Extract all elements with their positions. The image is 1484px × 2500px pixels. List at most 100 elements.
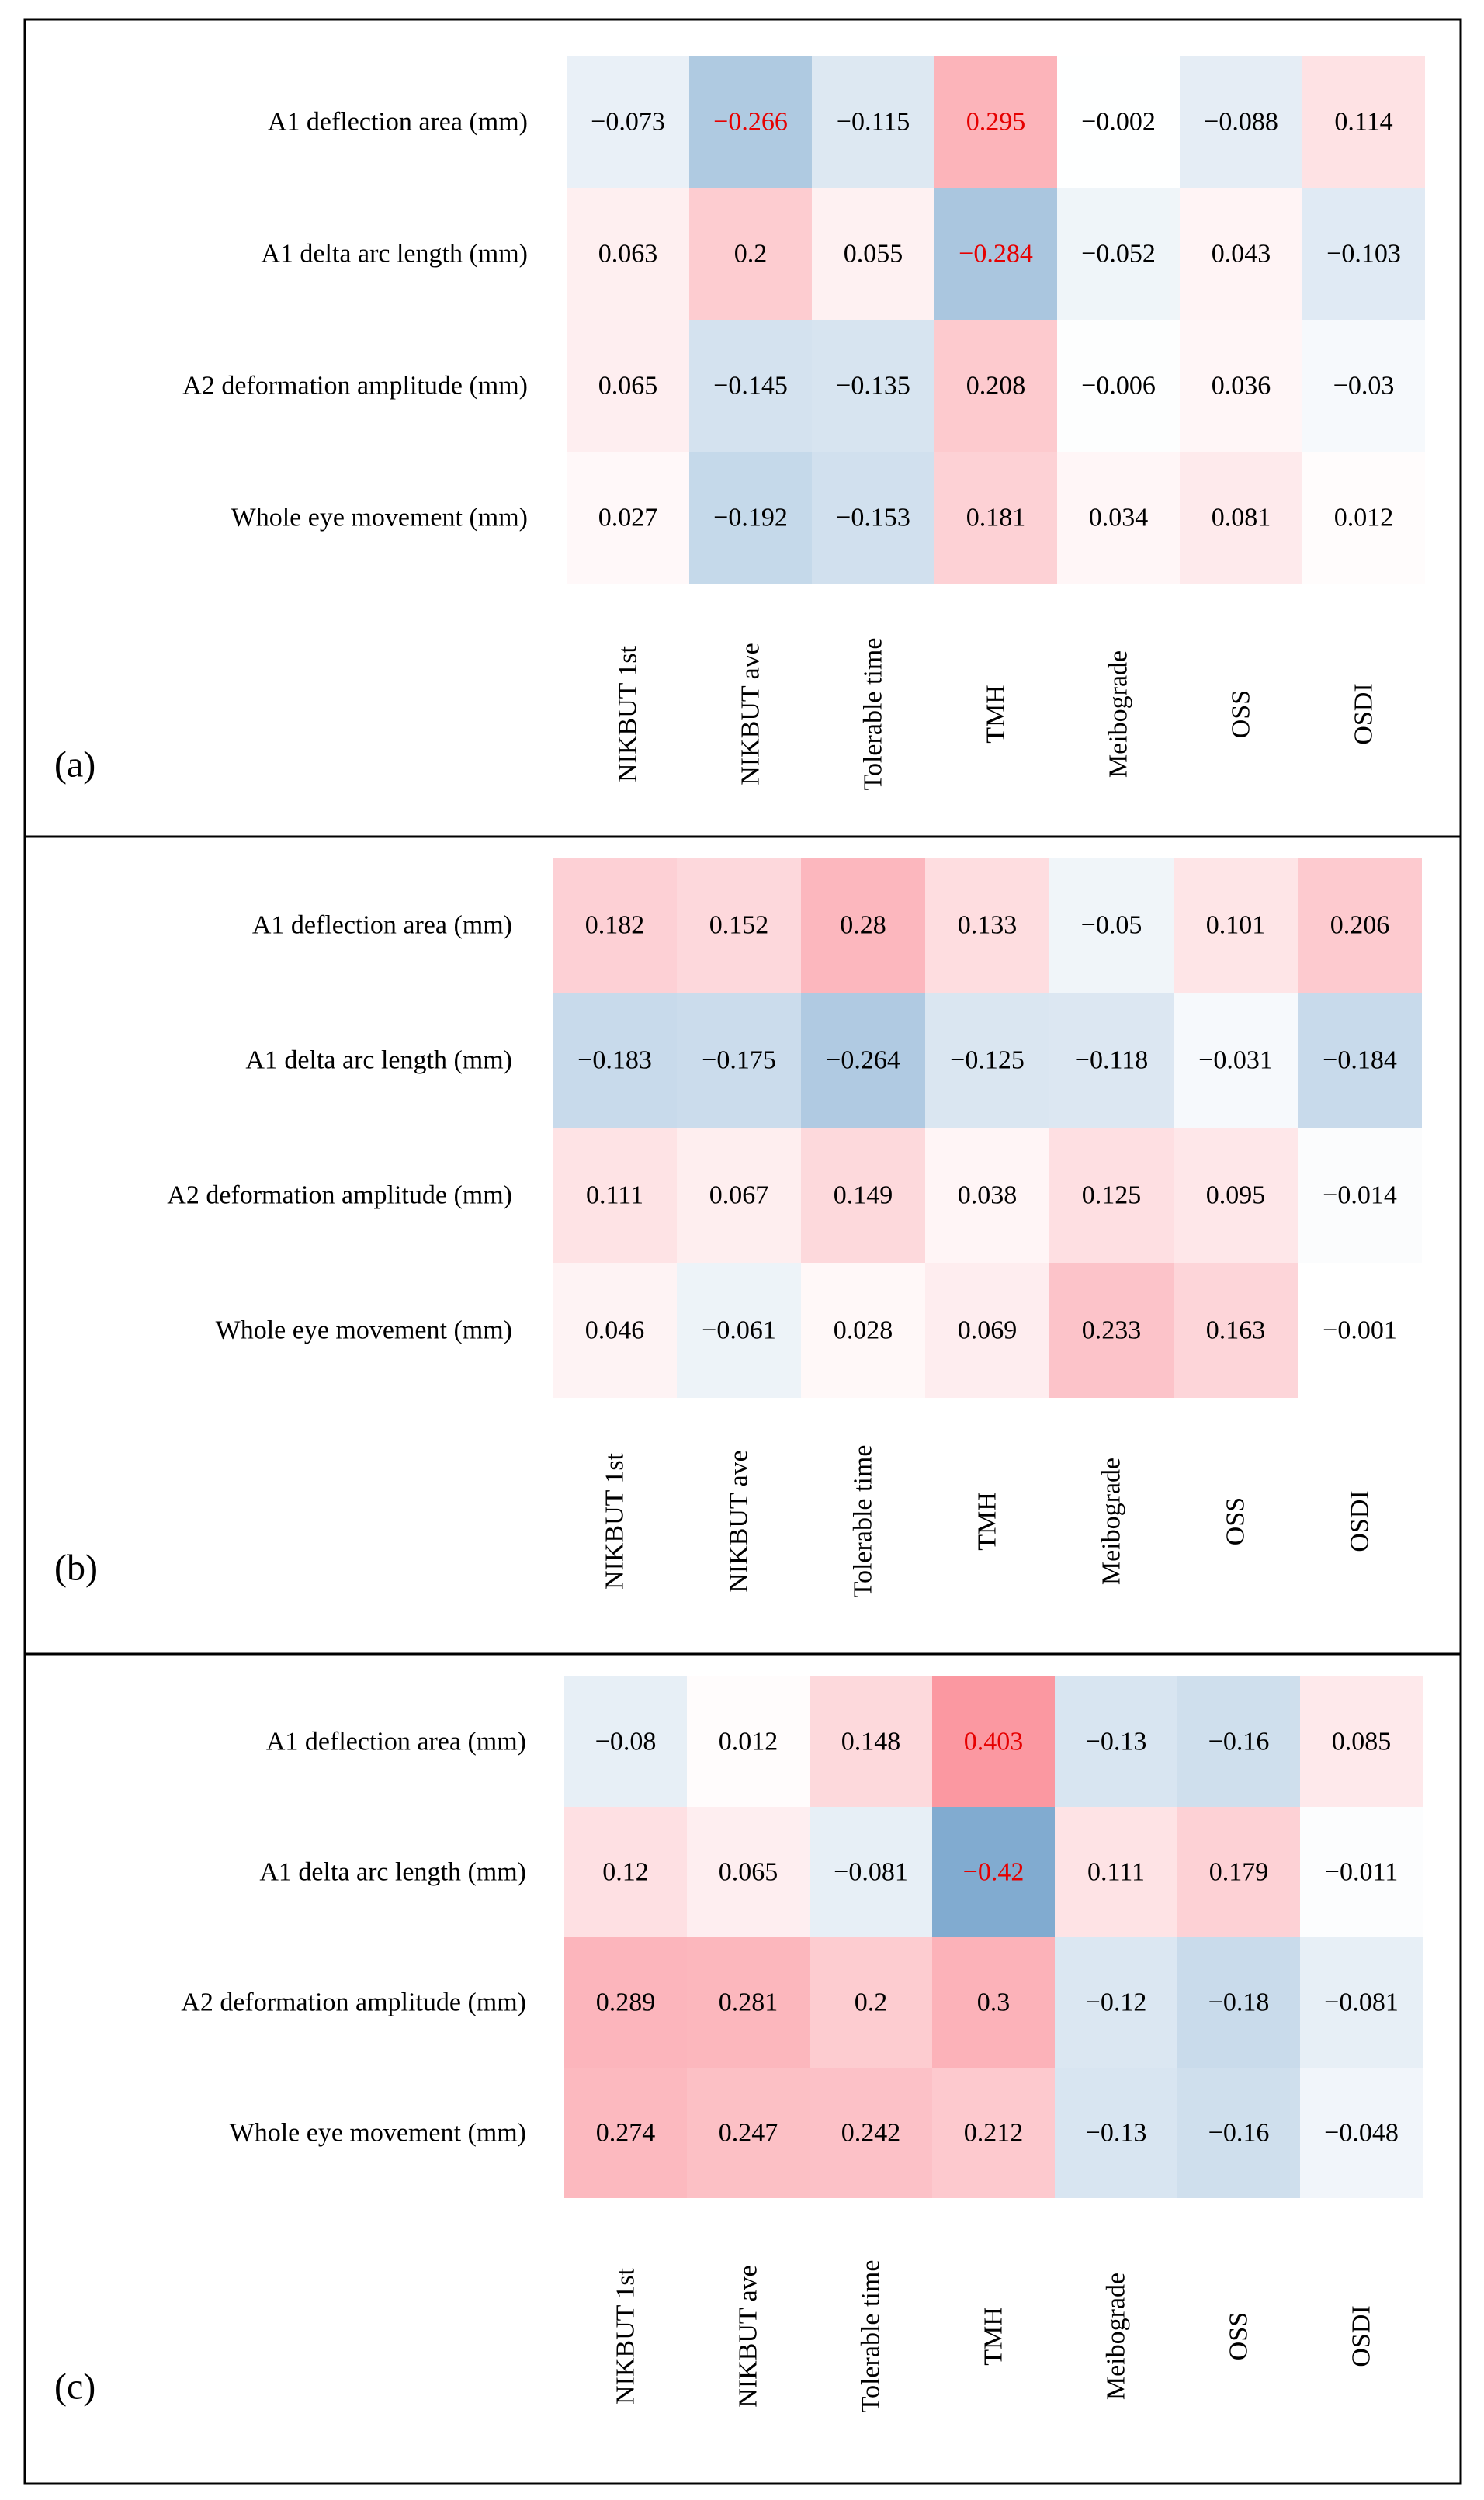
cell-value-label: −0.13	[1086, 1728, 1147, 1756]
heatmap-cell	[1298, 1263, 1422, 1398]
heatmap-cell	[1298, 1128, 1422, 1263]
cell-value-label: 0.065	[598, 372, 658, 400]
cell-value-label: 0.065	[719, 1858, 778, 1887]
cell-value-label: 0.133	[958, 911, 1018, 940]
heatmap-cell	[1177, 1807, 1300, 1937]
heatmap-cell	[1302, 320, 1425, 452]
cell-value-label: −0.18	[1208, 1989, 1270, 2017]
heatmap-cell	[553, 1263, 677, 1398]
column-label: TMH	[980, 2307, 1008, 2366]
row-label: A2 deformation amplitude (mm)	[167, 1181, 512, 1210]
cell-value-label: 0.085	[1332, 1728, 1392, 1756]
cell-value-label: 0.2	[734, 240, 768, 269]
cell-value-label: −0.011	[1325, 1858, 1398, 1887]
cell-value-label: −0.145	[713, 372, 788, 400]
heatmap-cell	[1300, 2068, 1423, 2198]
heatmap-cell	[1174, 993, 1298, 1128]
cell-value-label: 0.063	[598, 240, 658, 269]
cell-value-label: −0.175	[702, 1046, 776, 1075]
heatmap-cell	[687, 2068, 810, 2198]
cell-value-label: 0.289	[596, 1989, 656, 2017]
row-label: A1 deflection area (mm)	[268, 108, 528, 137]
cell-value-label: −0.002	[1081, 108, 1156, 137]
row-label: Whole eye movement (mm)	[231, 504, 528, 532]
row-label: A1 delta arc length (mm)	[261, 240, 528, 269]
cell-value-label: 0.295	[966, 108, 1026, 137]
cell-value-label: 0.152	[709, 911, 769, 940]
heatmap-cell	[934, 320, 1057, 452]
heatmap-cell	[801, 1128, 925, 1263]
cell-value-label: −0.05	[1081, 911, 1142, 940]
column-label: NIKBUT ave	[737, 643, 765, 785]
cell-value-label: −0.115	[837, 108, 910, 137]
heatmap-cell	[810, 1937, 932, 2068]
cell-value-label: −0.284	[959, 240, 1033, 269]
cell-value-label: 0.12	[602, 1858, 649, 1887]
cell-value-label: 0.149	[834, 1181, 893, 1210]
heatmap-cell	[934, 452, 1057, 584]
cell-value-label: 0.3	[977, 1989, 1011, 2017]
heatmap-cell	[925, 858, 1049, 993]
cell-value-label: 0.247	[719, 2119, 778, 2148]
heatmap-cell	[1298, 993, 1422, 1128]
cell-value-label: 0.081	[1212, 504, 1271, 532]
column-label: Meibograde	[1102, 2273, 1131, 2400]
cell-value-label: 0.114	[1334, 108, 1392, 137]
row-label: A2 deformation amplitude (mm)	[181, 1989, 526, 2017]
cell-value-label: 0.027	[598, 504, 658, 532]
heatmap-cell	[932, 1807, 1055, 1937]
column-label: OSS	[1227, 690, 1256, 738]
cell-value-label: 0.012	[719, 1728, 778, 1756]
cell-value-label: −0.03	[1333, 372, 1395, 400]
heatmap-cell	[801, 1263, 925, 1398]
heatmap-cell	[564, 2068, 687, 2198]
heatmap-cell	[1302, 188, 1425, 320]
heatmap-cell	[1300, 1807, 1423, 1937]
heatmap-cell	[1057, 452, 1180, 584]
heatmap-panel-2: A1 deflection area (mm) 0.182 0.152 0.28 0.1…	[23, 835, 1462, 1656]
cell-value-label: −0.183	[577, 1046, 652, 1075]
column-label: OSDI	[1350, 683, 1378, 744]
heatmap-cell	[567, 452, 689, 584]
column-label: OSDI	[1346, 1490, 1375, 1552]
cell-value-label: −0.052	[1081, 240, 1156, 269]
cell-value-label: −0.081	[1324, 1989, 1399, 2017]
column-label: OSS	[1222, 1497, 1250, 1545]
cell-value-label: 0.181	[966, 504, 1026, 532]
cell-value-label: −0.16	[1208, 1728, 1270, 1756]
cell-value-label: −0.12	[1086, 1989, 1147, 2017]
heatmap-cell	[810, 2068, 932, 2198]
heatmap-cell	[1300, 1676, 1423, 1807]
heatmap-cell	[1180, 452, 1302, 584]
panel-label: (a)	[54, 744, 95, 785]
heatmap-cell	[553, 858, 677, 993]
cell-value-label: −0.073	[591, 108, 665, 137]
cell-value-label: 0.403	[964, 1728, 1024, 1756]
cell-value-label: 0.043	[1212, 240, 1271, 269]
heatmap-panel-1: A1 deflection area (mm) −0.073 −0.266 −0.11…	[23, 18, 1462, 838]
row-label: A1 delta arc length (mm)	[245, 1046, 512, 1075]
heatmap-cell	[1302, 56, 1425, 188]
column-label: TMH	[973, 1492, 1002, 1551]
heatmap-cell	[677, 1128, 801, 1263]
cell-value-label: −0.118	[1075, 1046, 1148, 1075]
heatmap-cell	[1177, 1937, 1300, 2068]
panel-label: (c)	[54, 2367, 95, 2408]
heatmap-panel-3: A1 deflection area (mm) −0.08 0.012 0.148 0.…	[23, 1652, 1462, 2485]
cell-value-label: 0.28	[840, 911, 886, 940]
heatmap-cell	[1180, 188, 1302, 320]
heatmap-cell	[689, 320, 812, 452]
heatmap-cell	[925, 993, 1049, 1128]
heatmap-cell	[1049, 1128, 1174, 1263]
heatmap-cell	[677, 858, 801, 993]
cell-value-label: 0.038	[958, 1181, 1018, 1210]
cell-value-label: 0.055	[844, 240, 903, 269]
heatmap-cell	[932, 1676, 1055, 1807]
cell-value-label: −0.16	[1208, 2119, 1270, 2148]
cell-value-label: 0.208	[966, 372, 1026, 400]
cell-value-label: 0.148	[841, 1728, 901, 1756]
column-label: TMH	[982, 685, 1011, 744]
row-label: A1 delta arc length (mm)	[259, 1858, 526, 1887]
heatmap-cell	[1055, 1676, 1177, 1807]
